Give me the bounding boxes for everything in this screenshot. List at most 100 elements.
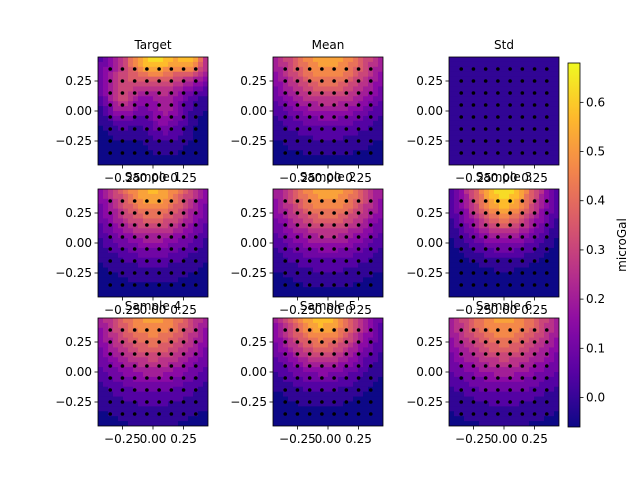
heat-cell xyxy=(293,111,299,117)
sensor-point xyxy=(496,199,500,203)
heat-cell xyxy=(378,86,383,92)
heat-cell xyxy=(509,401,515,407)
heat-cell xyxy=(353,421,359,426)
heat-cell xyxy=(313,381,319,388)
sensor-point xyxy=(344,352,349,356)
heat-cell xyxy=(108,71,114,78)
heat-cell xyxy=(128,362,134,368)
heat-cell xyxy=(464,71,470,78)
heat-cell xyxy=(173,352,179,358)
heat-cell xyxy=(499,318,505,324)
heat-cell xyxy=(153,203,159,210)
heat-cell xyxy=(138,130,144,137)
heat-cell xyxy=(363,421,369,426)
heat-cell xyxy=(328,140,334,146)
heat-cell xyxy=(348,257,354,264)
heat-cell xyxy=(348,228,354,234)
heat-cell xyxy=(373,115,379,122)
sensor-point xyxy=(459,271,464,275)
heat-cell xyxy=(449,337,455,344)
heat-cell xyxy=(524,367,530,373)
sensor-point xyxy=(344,151,349,155)
heat-cell xyxy=(138,101,144,107)
heat-cell xyxy=(298,71,304,78)
heat-cell xyxy=(138,57,144,63)
heat-cell xyxy=(198,223,204,229)
heat-cell xyxy=(474,318,480,324)
heat-cell xyxy=(128,228,134,234)
heat-cell xyxy=(358,115,364,122)
sensor-point xyxy=(508,235,512,239)
heat-cell xyxy=(539,213,545,220)
heat-cell xyxy=(353,76,359,83)
y-tick-label: −0.25 xyxy=(230,266,267,280)
heat-cell xyxy=(148,57,154,63)
heat-cell xyxy=(449,332,455,339)
heat-cell xyxy=(348,362,354,368)
heat-cell xyxy=(123,81,129,88)
heat-cell xyxy=(158,381,164,388)
heat-cell xyxy=(188,347,194,353)
sensor-point xyxy=(295,199,300,203)
heat-cell xyxy=(98,372,104,378)
heat-cell xyxy=(549,198,555,205)
heat-cell xyxy=(128,223,134,229)
heat-cell xyxy=(148,150,154,156)
heat-cell xyxy=(123,327,129,334)
heat-cell xyxy=(128,272,134,278)
heat-cell xyxy=(198,115,204,122)
heat-cell xyxy=(98,238,104,244)
sensor-point xyxy=(307,151,312,155)
heat-cell xyxy=(128,277,134,283)
heat-cell xyxy=(449,150,455,156)
heat-cell xyxy=(459,238,465,244)
heat-cell xyxy=(534,198,540,205)
heat-cell xyxy=(454,322,460,329)
sensor-point xyxy=(459,283,464,287)
heat-cell xyxy=(133,267,139,274)
sensor-point xyxy=(368,115,373,119)
sensor-point xyxy=(108,235,113,239)
heat-cell xyxy=(198,332,204,339)
heat-cell xyxy=(534,61,540,68)
heat-cell xyxy=(549,228,555,234)
heat-cell xyxy=(323,282,329,288)
heat-cell xyxy=(333,247,339,254)
heat-cell xyxy=(343,96,349,102)
heat-cell xyxy=(283,213,289,220)
heat-cell xyxy=(153,81,159,88)
heat-cell xyxy=(308,406,314,412)
sensor-point xyxy=(332,103,336,107)
heat-cell xyxy=(313,91,319,97)
heat-cell xyxy=(464,367,470,373)
heat-cell xyxy=(373,342,379,349)
heat-cell xyxy=(153,193,159,200)
heat-cell xyxy=(338,372,344,378)
heat-cell xyxy=(163,160,169,165)
sensor-point xyxy=(356,139,361,143)
heat-cell xyxy=(504,376,510,383)
heat-cell xyxy=(183,362,189,368)
heat-cell xyxy=(333,76,339,83)
heat-cell xyxy=(348,160,354,165)
heat-cell xyxy=(353,223,359,229)
heat-cell xyxy=(273,96,279,102)
heat-cell xyxy=(283,111,289,117)
heat-cell xyxy=(524,81,530,88)
sensor-point xyxy=(169,115,174,119)
heat-cell xyxy=(188,155,194,161)
heat-cell xyxy=(203,115,208,122)
heat-cell xyxy=(323,277,329,283)
heat-cell xyxy=(469,332,475,339)
heat-cell xyxy=(323,367,329,373)
heat-cell xyxy=(123,421,129,426)
heat-cell xyxy=(178,292,184,297)
heat-cell xyxy=(378,362,383,368)
heat-cell xyxy=(313,61,319,68)
heat-cell xyxy=(138,386,144,393)
heat-cell xyxy=(198,145,204,151)
sensor-point xyxy=(320,352,324,356)
heat-cell xyxy=(534,135,540,142)
heat-cell xyxy=(278,145,284,151)
heat-cell xyxy=(328,381,334,388)
